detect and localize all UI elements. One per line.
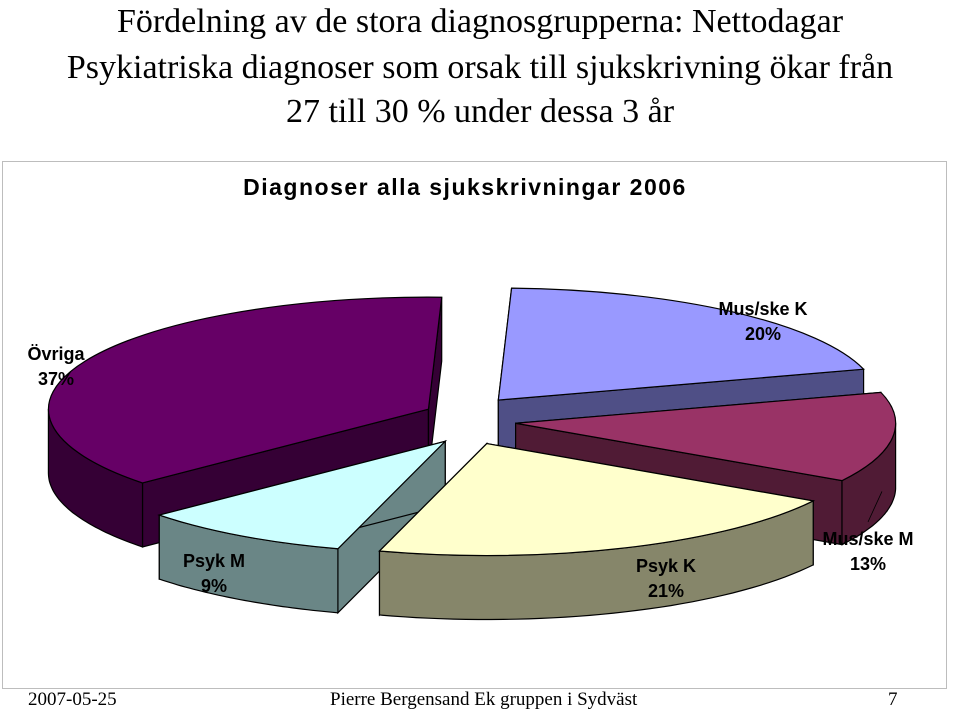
footer-date: 2007-05-25: [28, 689, 117, 710]
slide-title-line-1: Fördelning av de stora diagnosgrupperna:…: [116, 3, 844, 40]
slice-value-label: 20%: [745, 324, 781, 344]
slice-name-label: Psyk K: [636, 556, 696, 576]
slice-name-label: Övriga: [27, 344, 85, 364]
pie-slice-psyk-m: [157, 439, 448, 615]
chart-title: Diagnoser alla sjukskrivningar 2006: [243, 174, 687, 200]
slice-value-label: 13%: [850, 554, 886, 574]
slide-title-line-3: 27 till 30 % under dessa 3 år: [285, 93, 675, 130]
chart-frame: [2, 161, 947, 689]
pie-slice-psyk-k: [378, 442, 816, 621]
slice-name-label: Mus/ske M: [822, 529, 913, 549]
slide-title-line-2: Psykiatriska diagnoser som orsak till sj…: [66, 49, 894, 86]
footer-author: Pierre Bergensand Ek gruppen i Sydväst: [330, 689, 638, 710]
leader-line: [867, 491, 883, 523]
slice-name-label: Mus/ske K: [718, 299, 807, 319]
slice-value-label: 21%: [648, 581, 684, 601]
slice-value-label: 9%: [201, 576, 227, 596]
slice-value-label: 37%: [38, 369, 74, 389]
footer-page-number: 7: [888, 689, 898, 710]
slice-name-label: Psyk M: [183, 551, 245, 571]
